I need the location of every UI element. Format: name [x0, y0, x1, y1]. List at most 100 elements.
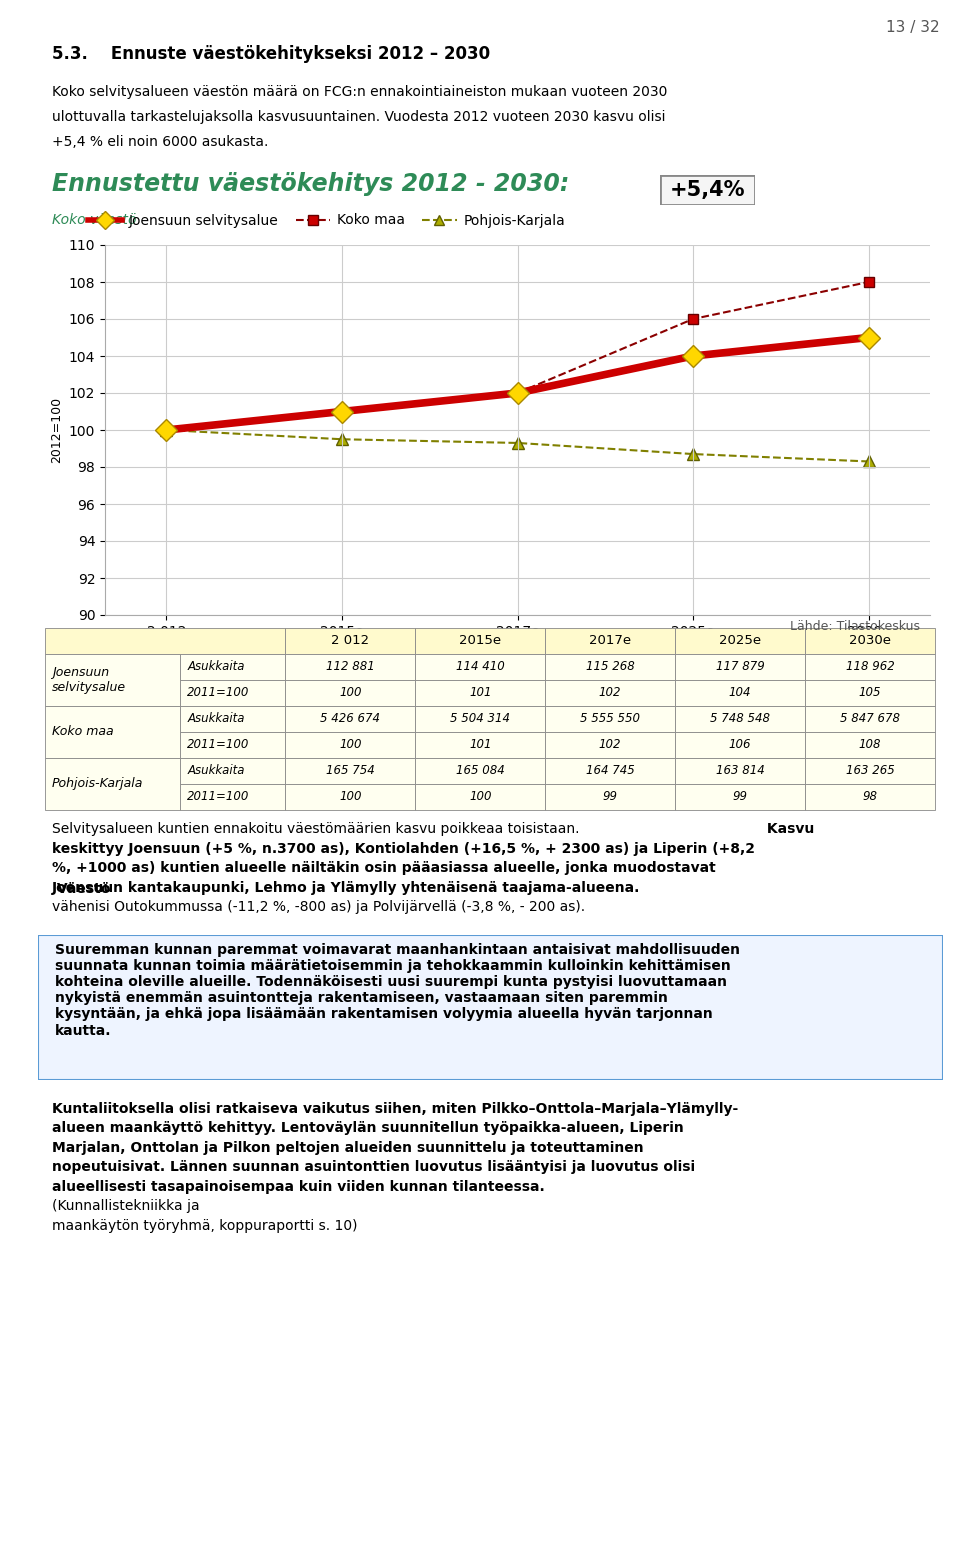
Bar [675, 706, 805, 732]
Bar [805, 628, 935, 654]
Text: keskittyy Joensuun (+5 %, n.3700 as), Kontiolahden (+16,5 %, + 2300 as) ja Liper: keskittyy Joensuun (+5 %, n.3700 as), Ko… [52, 842, 755, 856]
Bar [180, 732, 285, 758]
Text: 163 814: 163 814 [716, 765, 764, 777]
Text: Suuremman kunnan paremmat voimavarat maanhankintaan antaisivat mahdollisuuden
su: Suuremman kunnan paremmat voimavarat maa… [55, 942, 740, 1038]
Text: Kasvu: Kasvu [762, 822, 814, 836]
Text: %, +1000 as) kuntien alueelle näiltäkin osin pääasiassa alueelle, jonka muodosta: %, +1000 as) kuntien alueelle näiltäkin … [52, 861, 716, 875]
Text: Selvitysalueen kuntien ennakoitu väestömäärien kasvu poikkeaa toisistaan.: Selvitysalueen kuntien ennakoitu väestöm… [52, 822, 580, 836]
Bar [285, 758, 416, 785]
Legend: Joensuun selvitysalue, Koko maa, Pohjois-Karjala: Joensuun selvitysalue, Koko maa, Pohjois… [82, 208, 571, 233]
Bar [675, 732, 805, 758]
Text: 112 881: 112 881 [325, 660, 374, 673]
Text: 165 084: 165 084 [456, 765, 505, 777]
Text: 2011=100: 2011=100 [187, 791, 250, 803]
Text: 5 555 550: 5 555 550 [580, 712, 640, 726]
Text: Asukkaita: Asukkaita [187, 660, 245, 673]
Text: 2011=100: 2011=100 [187, 738, 250, 752]
Text: 164 745: 164 745 [586, 765, 635, 777]
Text: 114 410: 114 410 [456, 660, 505, 673]
Bar [545, 654, 675, 681]
Bar [805, 732, 935, 758]
Y-axis label: 2012=100: 2012=100 [50, 396, 63, 463]
Koko maa [336, 402, 348, 421]
Joensuun selvitysalue [160, 421, 172, 440]
Text: 5.3.    Ennuste väestökehitykseksi 2012 – 2030: 5.3. Ennuste väestökehitykseksi 2012 – 2… [52, 45, 491, 64]
Bar [416, 732, 545, 758]
Text: 99: 99 [732, 791, 748, 803]
Text: Joensuun
selvitysalue: Joensuun selvitysalue [52, 667, 127, 695]
Joensuun selvitysalue [687, 347, 699, 365]
Text: Koko selvitysalueen väestön määrä on FCG:n ennakointiaineiston mukaan vuoteen 20: Koko selvitysalueen väestön määrä on FCG… [52, 85, 667, 99]
Text: 5 426 674: 5 426 674 [321, 712, 380, 726]
Bar [285, 628, 416, 654]
Line: Joensuun selvitysalue: Joensuun selvitysalue [158, 329, 876, 438]
Bar [45, 654, 180, 706]
Text: 99: 99 [603, 791, 617, 803]
Bar [805, 654, 935, 681]
Text: Koko maa: Koko maa [52, 726, 113, 738]
Pohjois-Karjala [512, 434, 523, 452]
Bar [180, 706, 285, 732]
Bar [416, 758, 545, 785]
Bar [545, 732, 675, 758]
Text: alueellisesti tasapainoisempaa kuin viiden kunnan tilanteessa.: alueellisesti tasapainoisempaa kuin viid… [52, 1179, 544, 1193]
Text: Joensuun kantakaupunki, Lehmo ja Ylämylly yhtenäisenä taajama-alueena.: Joensuun kantakaupunki, Lehmo ja Ylämyll… [52, 881, 640, 895]
Text: nopeutuisivat. Lännen suunnan asuintonttien luovutus lisääntyisi ja luovutus oli: nopeutuisivat. Lännen suunnan asuintontt… [52, 1159, 695, 1173]
Text: 100: 100 [468, 791, 492, 803]
Text: alueen maankäyttö kehittyy. Lentoväylän suunnitellun työpaikka-alueen, Liperin: alueen maankäyttö kehittyy. Lentoväylän … [52, 1120, 684, 1134]
Koko maa [863, 272, 875, 291]
Text: 101: 101 [468, 687, 492, 699]
Text: vähenisi Outokummussa (-11,2 %, -800 as) ja Polvijärvellä (-3,8 %, - 200 as).: vähenisi Outokummussa (-11,2 %, -800 as)… [52, 900, 586, 914]
Text: 104: 104 [729, 687, 752, 699]
Bar [180, 758, 285, 785]
Bar [545, 681, 675, 706]
Joensuun selvitysalue [512, 384, 523, 402]
Text: 2011=100: 2011=100 [187, 687, 250, 699]
Text: 100: 100 [339, 738, 362, 752]
Bar [285, 654, 416, 681]
Bar [416, 681, 545, 706]
Koko maa [160, 421, 172, 440]
Text: 102: 102 [599, 687, 621, 699]
Text: Marjalan, Onttolan ja Pilkon peltojen alueiden suunnittelu ja toteuttaminen: Marjalan, Onttolan ja Pilkon peltojen al… [52, 1141, 643, 1155]
Pohjois-Karjala [687, 444, 699, 463]
Text: 100: 100 [339, 687, 362, 699]
Text: 5 748 548: 5 748 548 [710, 712, 770, 726]
Text: Koko väestö: Koko väestö [52, 213, 136, 227]
Text: 101: 101 [468, 738, 492, 752]
Bar [805, 758, 935, 785]
Bar [416, 654, 545, 681]
Bar [545, 758, 675, 785]
Koko maa [687, 309, 699, 328]
Bar [285, 785, 416, 810]
Bar [180, 654, 285, 681]
Text: 100: 100 [339, 791, 362, 803]
Joensuun selvitysalue [863, 328, 875, 347]
Text: 5 847 678: 5 847 678 [840, 712, 900, 726]
Text: Lähde: Tilastokeskus: Lähde: Tilastokeskus [790, 620, 920, 632]
Bar [285, 732, 416, 758]
Line: Pohjois-Karjala: Pohjois-Karjala [161, 424, 875, 468]
Bar [805, 681, 935, 706]
Text: 165 754: 165 754 [325, 765, 374, 777]
Text: 118 962: 118 962 [846, 660, 895, 673]
Bar [285, 706, 416, 732]
Bar [285, 681, 416, 706]
Bar [45, 628, 285, 654]
Bar [180, 681, 285, 706]
Text: 5 504 314: 5 504 314 [450, 712, 510, 726]
Text: +5,4%: +5,4% [670, 180, 745, 200]
Text: 2017e: 2017e [589, 634, 632, 648]
Text: maankäytön työryhmä, koppuraportti s. 10): maankäytön työryhmä, koppuraportti s. 10… [52, 1218, 357, 1232]
Text: 2015e: 2015e [459, 634, 501, 648]
Text: ulottuvalla tarkastelujaksolla kasvusuuntainen. Vuodesta 2012 vuoteen 2030 kasvu: ulottuvalla tarkastelujaksolla kasvusuun… [52, 110, 665, 124]
Text: 13 / 32: 13 / 32 [886, 20, 940, 36]
Pohjois-Karjala [336, 430, 348, 449]
Text: 163 265: 163 265 [846, 765, 895, 777]
Bar [675, 654, 805, 681]
Bar [675, 628, 805, 654]
Text: Asukkaita: Asukkaita [187, 712, 245, 726]
Bar [545, 706, 675, 732]
Bar [45, 758, 180, 810]
Text: 115 268: 115 268 [586, 660, 635, 673]
